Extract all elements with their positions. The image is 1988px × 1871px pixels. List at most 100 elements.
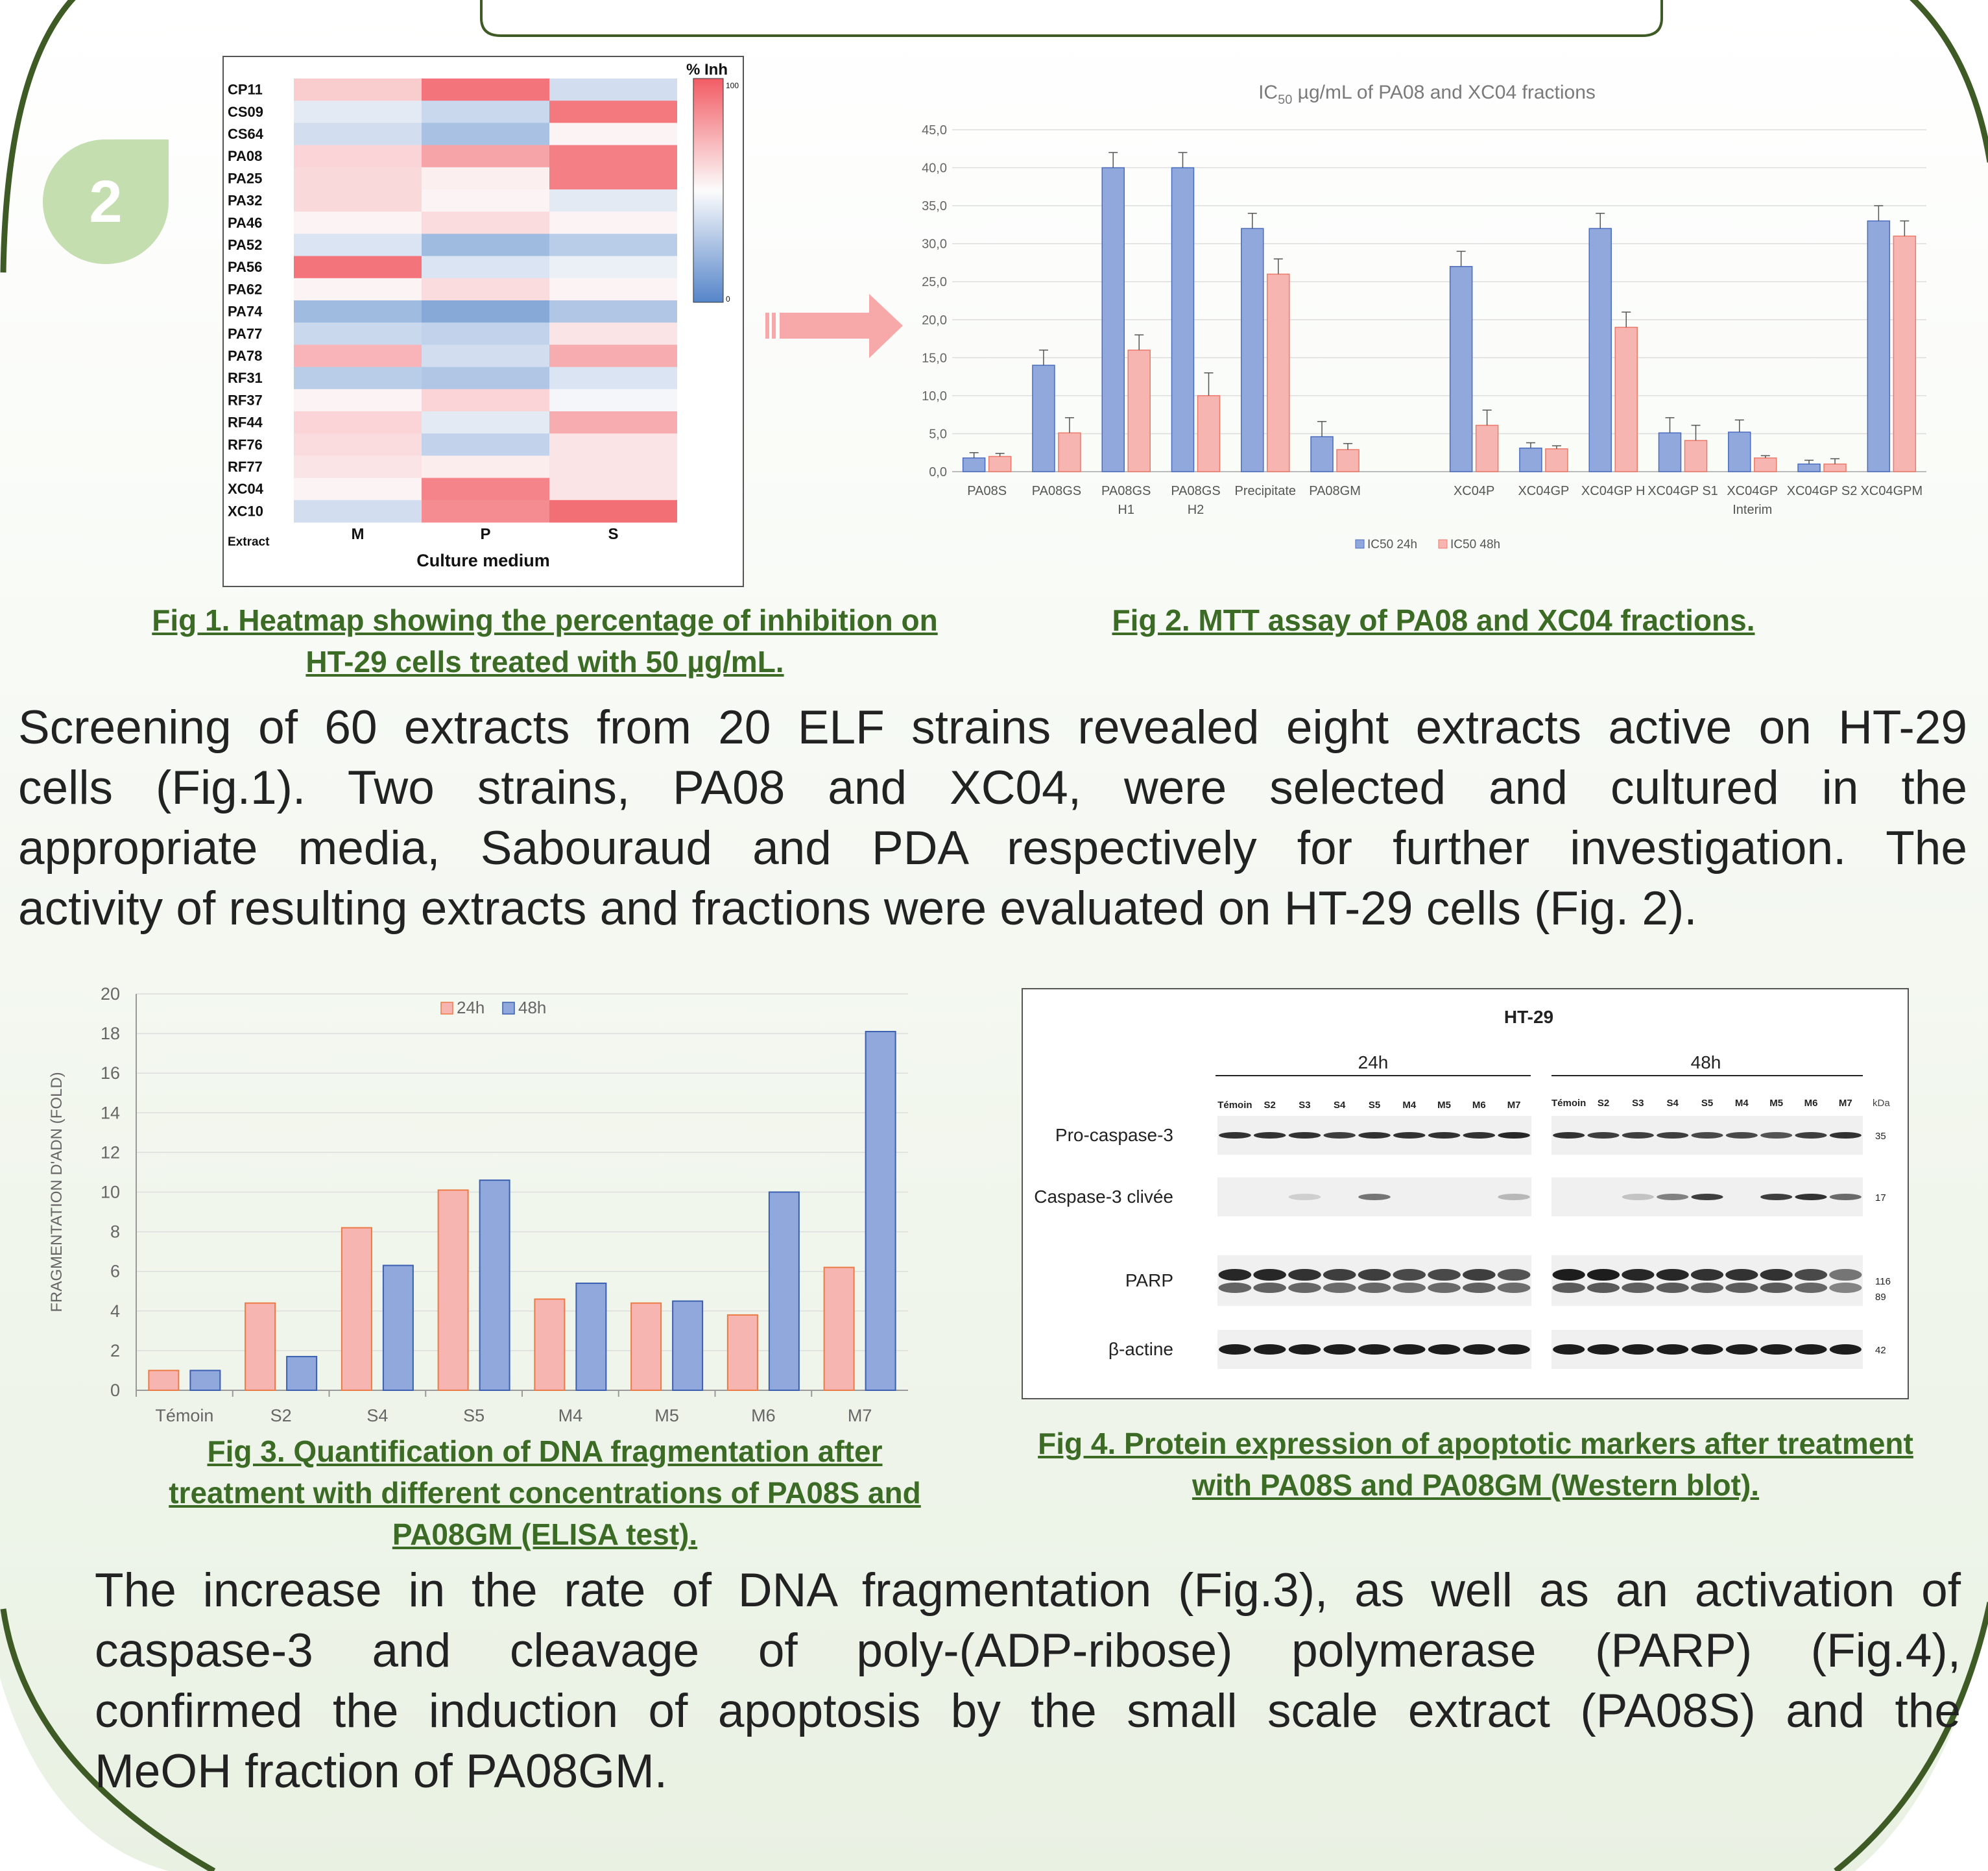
heatmap-scale-min: 0 bbox=[726, 295, 730, 304]
blot-band bbox=[1428, 1344, 1461, 1355]
blot-lane-label: S5 bbox=[1701, 1098, 1713, 1109]
heatmap-cell bbox=[294, 477, 422, 501]
heatmap-cell bbox=[294, 367, 422, 390]
fig2-caption: Fig 2. MTT assay of PA08 and XC04 fracti… bbox=[1051, 599, 1816, 641]
frame-arc-bottom-right bbox=[1834, 1602, 1988, 1871]
blot-band bbox=[1497, 1269, 1531, 1281]
dna-y-tick-label: 10 bbox=[101, 1183, 120, 1202]
blot-band bbox=[1725, 1132, 1758, 1139]
mtt-y-tick-label: 15,0 bbox=[922, 351, 947, 365]
heatmap-cell bbox=[549, 211, 677, 234]
fig3-dna-chart: 0 2 4 6 8 10 12 14 16 18 20 FRAGMENTATION D'ADN (FO… bbox=[39, 973, 934, 1440]
blot-band bbox=[1622, 1194, 1654, 1200]
heatmap-scale-max: 100 bbox=[726, 81, 739, 90]
blot-kda-header: kDa bbox=[1873, 1098, 1890, 1109]
mtt-bar bbox=[1658, 432, 1682, 472]
heatmap-cell bbox=[294, 500, 422, 523]
blot-band bbox=[1218, 1283, 1252, 1293]
dna-bar bbox=[865, 1031, 896, 1392]
blot-band bbox=[1656, 1283, 1689, 1293]
blot-band bbox=[1428, 1132, 1461, 1139]
blot-band bbox=[1760, 1194, 1793, 1200]
heatmap-cell bbox=[549, 500, 677, 523]
dna-y-tick-label: 2 bbox=[110, 1341, 120, 1360]
mtt-title-prefix: IC bbox=[1258, 82, 1278, 103]
heatmap-cell bbox=[294, 300, 422, 323]
blot-band bbox=[1358, 1194, 1391, 1200]
heatmap-cell bbox=[549, 477, 677, 501]
heatmap-cell bbox=[422, 234, 549, 257]
mtt-x-tick-label: XC04GP bbox=[1727, 484, 1778, 498]
fig2-caption-text: Fig 2. MTT assay of PA08 and XC04 fracti… bbox=[1112, 603, 1755, 637]
dna-x-tick-label: M7 bbox=[848, 1406, 872, 1425]
blot-band bbox=[1553, 1344, 1585, 1355]
heatmap-cell bbox=[549, 389, 677, 412]
heatmap-row-label: RF76 bbox=[228, 437, 263, 453]
mtt-y-tick-label: 0,0 bbox=[929, 465, 947, 479]
mtt-bar bbox=[1867, 220, 1891, 472]
heatmap-row-label: PA08 bbox=[228, 148, 262, 164]
para2-line3: confirmed the induction of apoptosis by … bbox=[95, 1685, 1961, 1737]
blot-band bbox=[1323, 1132, 1356, 1139]
dna-bar bbox=[341, 1227, 372, 1391]
dna-y-tick-label: 18 bbox=[101, 1024, 120, 1043]
mtt-bar bbox=[988, 455, 1012, 472]
mtt-bar bbox=[1588, 228, 1612, 472]
blot-title: HT-29 bbox=[1504, 1007, 1553, 1027]
heatmap-cell bbox=[422, 322, 549, 345]
heatmap-cell bbox=[294, 189, 422, 212]
blot-band bbox=[1358, 1269, 1391, 1281]
section-number: 2 bbox=[89, 168, 123, 235]
heatmap-cell bbox=[294, 145, 422, 168]
blot-band bbox=[1760, 1132, 1793, 1139]
heatmap-row-label: CS09 bbox=[228, 104, 263, 120]
heatmap-cell bbox=[294, 167, 422, 190]
blot-band bbox=[1656, 1269, 1689, 1281]
blot-band bbox=[1691, 1194, 1723, 1200]
frame-arc-left bbox=[0, 0, 76, 273]
paragraph-1: Screening of 60 extracts from 20 ELF str… bbox=[18, 697, 1967, 939]
mtt-y-tick-label: 30,0 bbox=[922, 237, 947, 252]
heatmap-cell bbox=[422, 433, 549, 456]
mtt-bar bbox=[1310, 436, 1334, 472]
mtt-x-tick-label: XC04P bbox=[1454, 484, 1494, 498]
blot-group-label: 48h bbox=[1691, 1052, 1721, 1072]
dna-bar bbox=[630, 1302, 662, 1391]
blot-band bbox=[1288, 1344, 1321, 1355]
mtt-legend-label: IC50 24h bbox=[1367, 538, 1417, 551]
blot-lane-label: M5 bbox=[1769, 1098, 1783, 1109]
mtt-x-tick-label: XC04GP S2 bbox=[1787, 484, 1858, 498]
blot-band bbox=[1794, 1269, 1828, 1281]
blot-row-label: β-actine bbox=[1108, 1339, 1173, 1359]
dna-bar bbox=[382, 1264, 414, 1391]
blot-band bbox=[1760, 1344, 1793, 1355]
heatmap-row-label: RF44 bbox=[228, 415, 263, 431]
para1-line2: cells (Fig.1). Two strains, PA08 and XC0… bbox=[18, 762, 1967, 814]
heatmap-cell bbox=[549, 344, 677, 368]
dna-x-tick-label: S4 bbox=[366, 1406, 388, 1425]
blot-band bbox=[1288, 1132, 1321, 1139]
heatmap-cell bbox=[422, 167, 549, 190]
blot-band bbox=[1794, 1283, 1828, 1293]
mtt-bar bbox=[1127, 349, 1151, 472]
mtt-bar bbox=[1797, 463, 1821, 472]
section-badge: 2 bbox=[43, 139, 169, 264]
mtt-title-subscript: 50 bbox=[1278, 93, 1292, 107]
heatmap-cell bbox=[294, 211, 422, 234]
mtt-bar bbox=[1241, 228, 1264, 472]
blot-band bbox=[1253, 1132, 1286, 1139]
blot-band bbox=[1323, 1344, 1356, 1355]
dna-bar bbox=[437, 1189, 469, 1391]
heatmap-cell bbox=[422, 78, 549, 101]
mtt-chart-title: IC50 µg/mL of PA08 and XC04 fractions bbox=[1258, 82, 1596, 107]
blot-band bbox=[1690, 1283, 1724, 1293]
fig4-caption: Fig 4. Protein expression of apoptotic m… bbox=[1012, 1423, 1939, 1506]
heatmap-cell bbox=[549, 189, 677, 212]
heatmap-cell bbox=[294, 256, 422, 279]
frame-arc-top-right bbox=[1910, 0, 1988, 163]
dna-bar bbox=[534, 1298, 566, 1391]
blot-band bbox=[1552, 1269, 1585, 1281]
heatmap-row-label: PA74 bbox=[228, 304, 263, 320]
heatmap-chart: CP11 CS09 CS64 PA08 PA25 PA32 PA46 PA52 PA56 PA62… bbox=[228, 61, 739, 570]
para1-line3: appropriate media, Sabouraud and PDA res… bbox=[18, 822, 1967, 875]
